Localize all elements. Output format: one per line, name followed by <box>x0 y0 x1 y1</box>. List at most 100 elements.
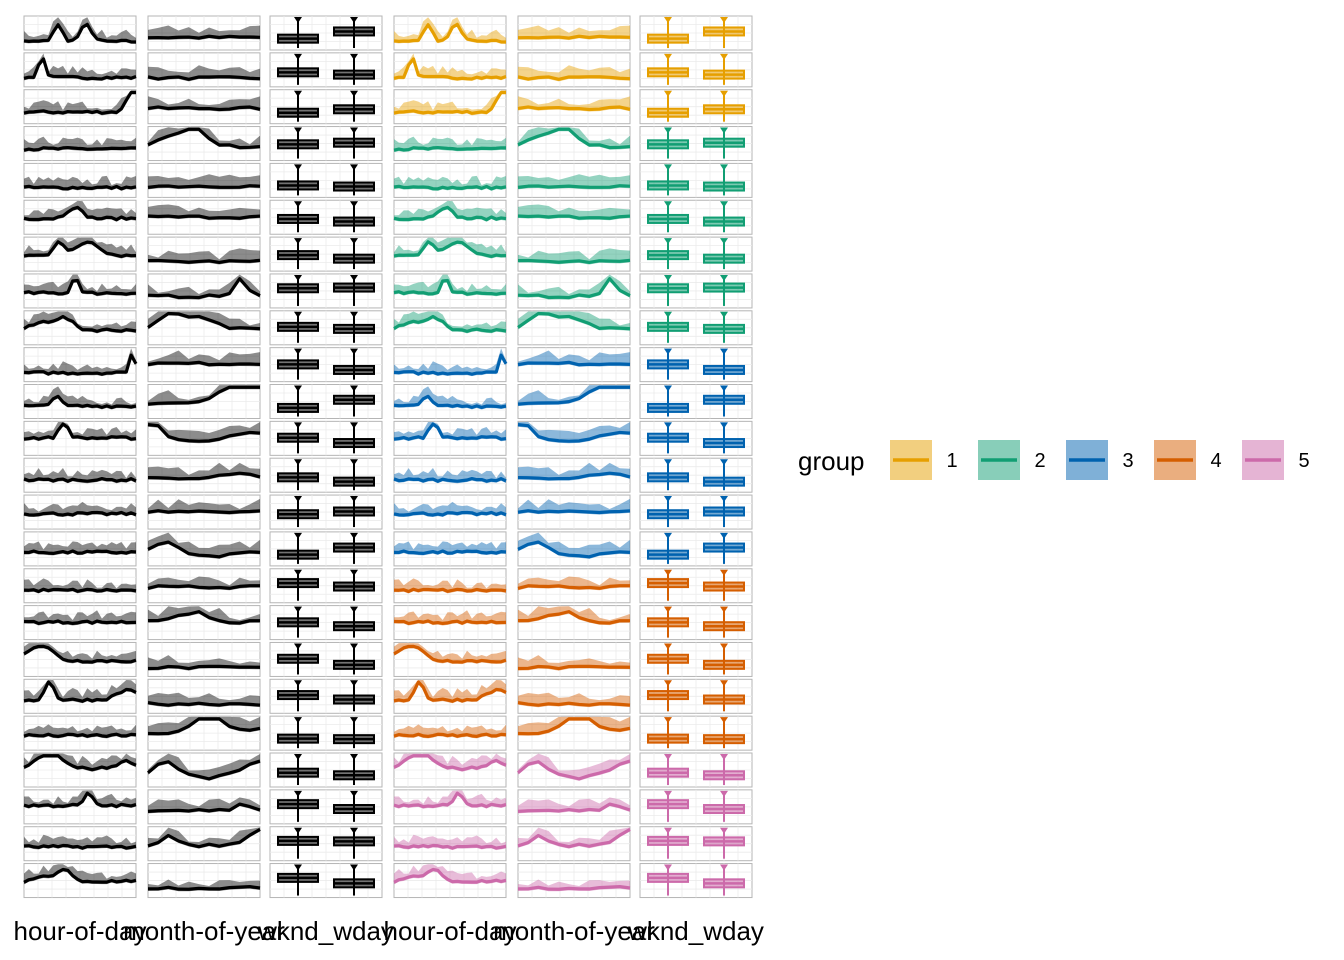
facet-panel <box>393 715 507 751</box>
series-line <box>517 509 631 515</box>
outlier-marker <box>720 864 728 871</box>
ribbon-band <box>518 274 630 300</box>
outlier-marker <box>294 90 302 97</box>
facet-panel <box>23 678 137 714</box>
outlier-marker <box>350 680 358 687</box>
outlier-marker <box>350 127 358 134</box>
outlier-marker <box>664 348 672 355</box>
outlier-marker <box>664 532 672 539</box>
x-axis-labels: hour-of-daymonth-of-yearwknd_wdayhour-of… <box>14 916 764 946</box>
ribbon-band <box>394 90 506 116</box>
outlier-marker <box>350 53 358 60</box>
outlier-marker <box>720 459 728 466</box>
series-line <box>147 423 261 443</box>
outlier-marker <box>720 164 728 171</box>
series-line <box>23 754 137 772</box>
series-line <box>517 610 631 625</box>
facet-panel <box>147 715 261 751</box>
series-line <box>517 258 631 265</box>
facet-panel <box>639 752 753 788</box>
outlier-marker <box>720 754 728 760</box>
facet-panel <box>393 420 507 456</box>
series-line <box>23 680 137 703</box>
outlier-marker <box>664 274 672 281</box>
series-line <box>147 802 261 813</box>
facet-panel <box>517 826 631 862</box>
outlier-marker <box>664 459 672 466</box>
legend-key: 1 <box>890 440 958 480</box>
series-line <box>23 867 137 884</box>
facet-panel <box>393 863 507 899</box>
ribbon-band <box>518 385 630 407</box>
outlier-marker <box>664 90 672 97</box>
legend-title: group <box>798 446 865 476</box>
facet-panel <box>23 15 137 51</box>
outlier-marker <box>664 569 672 576</box>
facet-panel <box>393 457 507 493</box>
outlier-marker <box>294 422 302 429</box>
series-line <box>147 584 261 590</box>
outlier-marker <box>294 790 302 797</box>
outlier-marker <box>720 717 728 724</box>
series-line <box>23 314 137 333</box>
facet-panel <box>639 199 753 235</box>
series-line <box>517 664 631 671</box>
ribbon-band <box>24 643 136 665</box>
facet-panel <box>393 568 507 604</box>
outlier-marker <box>350 532 358 539</box>
legend: group 1 2 3 4 5 <box>798 440 1310 480</box>
outlier-marker <box>350 864 358 871</box>
facet-panel <box>147 641 261 677</box>
outlier-marker <box>294 864 302 871</box>
series-line <box>517 311 631 331</box>
legend-key: 3 <box>1066 440 1134 480</box>
facet-panel <box>517 678 631 714</box>
facet-panel <box>517 15 631 51</box>
outlier-marker <box>664 864 672 871</box>
facet-panel <box>269 715 383 751</box>
facet-panel <box>269 126 383 162</box>
facet-panel <box>23 826 137 862</box>
outlier-marker <box>350 201 358 208</box>
series-line <box>23 422 137 441</box>
outlier-marker <box>664 311 672 318</box>
series-line <box>23 205 137 222</box>
facet-panel <box>393 384 507 419</box>
facet-panel <box>269 273 383 309</box>
series-line <box>147 540 261 559</box>
facet-panel <box>23 568 137 604</box>
outlier-marker <box>350 274 358 281</box>
facet-panel <box>147 420 261 456</box>
facet-panel <box>517 199 631 235</box>
outlier-marker <box>350 496 358 503</box>
facet-panel <box>517 236 631 272</box>
outlier-marker <box>350 459 358 466</box>
ribbon-band <box>148 753 260 781</box>
outlier-marker <box>294 348 302 355</box>
series-line <box>147 214 261 220</box>
x-axis-label: hour-of-day <box>384 916 517 946</box>
facet-panel <box>146 752 261 788</box>
facet-panel <box>269 384 383 419</box>
facet-panel <box>269 863 383 899</box>
facet-panel <box>23 347 138 383</box>
x-axis-label: month-of-year <box>123 916 285 946</box>
facet-panel <box>23 162 137 198</box>
facet-panel <box>517 605 631 641</box>
facet-panel <box>147 52 261 88</box>
facet-panel <box>639 789 753 825</box>
series-line <box>517 184 631 189</box>
ribbon-band <box>24 348 136 377</box>
facet-panel <box>393 752 507 788</box>
facet-panel <box>639 15 753 51</box>
facet-panel <box>147 826 261 862</box>
facet-panel <box>23 384 137 419</box>
outlier-marker <box>294 274 302 281</box>
series-line <box>23 57 137 81</box>
outlier-marker <box>664 164 672 171</box>
series-line <box>393 510 507 517</box>
facet-panel <box>147 789 261 825</box>
outlier-marker <box>294 569 302 576</box>
facet-panel <box>393 236 507 272</box>
outlier-marker <box>350 569 358 576</box>
